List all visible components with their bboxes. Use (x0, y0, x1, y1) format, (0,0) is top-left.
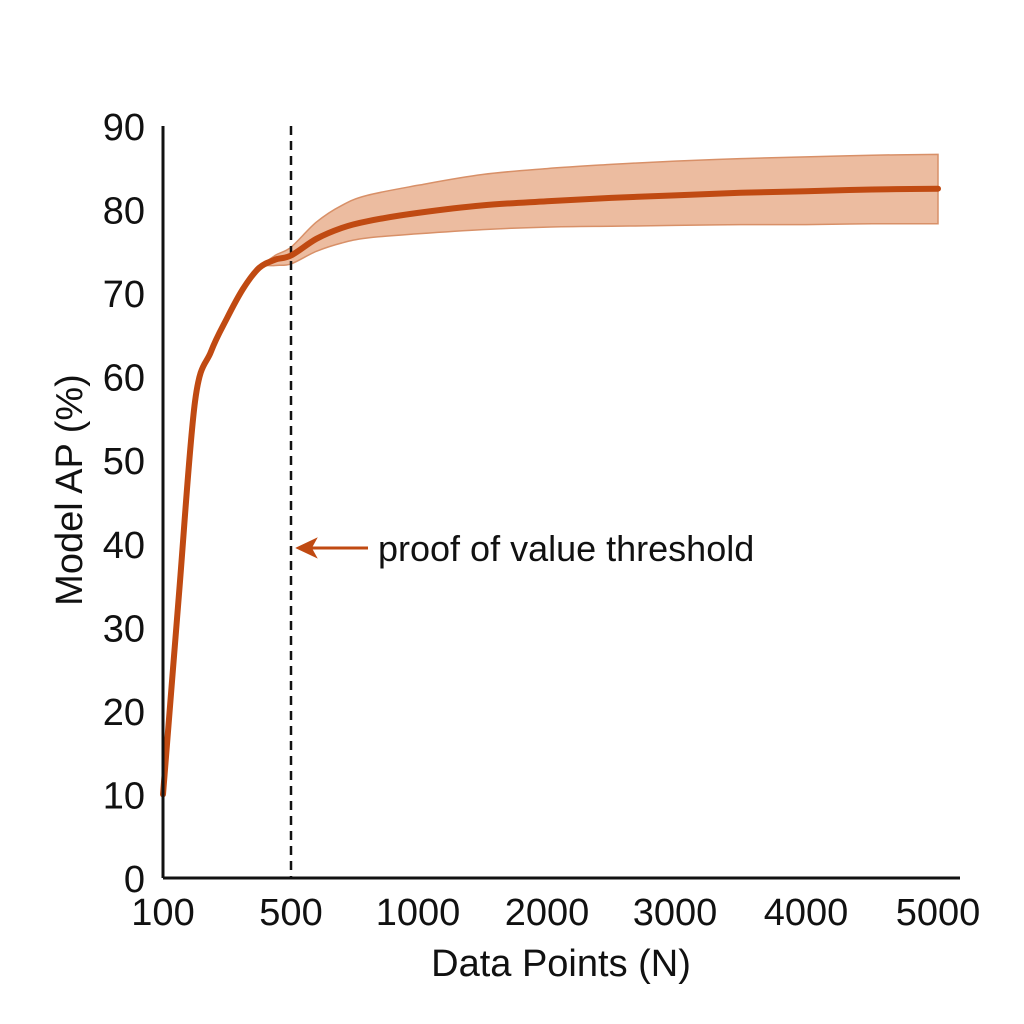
y-tick-label: 20 (103, 692, 145, 734)
y-tick-label: 30 (103, 608, 145, 650)
y-tick-label: 90 (103, 107, 145, 149)
y-tick-label: 40 (103, 525, 145, 567)
y-tick-label: 0 (124, 859, 145, 901)
y-tick-label: 50 (103, 441, 145, 483)
arrowhead-icon (295, 537, 318, 559)
series-line-layer (160, 185, 941, 798)
y-tick-label: 80 (103, 191, 145, 233)
axes-layer (161, 126, 960, 880)
x-axis-title: Data Points (N) (431, 943, 691, 985)
confidence-band (162, 153, 939, 795)
x-tick-label: 500 (259, 892, 322, 934)
axis-titles-layer: Data Points (N) Model AP (%) (49, 374, 691, 985)
y-axis-title: Model AP (%) (49, 374, 91, 606)
x-tick-label: 1000 (376, 892, 461, 934)
annotation-layer: proof of value threshold (295, 528, 754, 569)
x-tick-label: 4000 (764, 892, 849, 934)
y-tick-label: 60 (103, 358, 145, 400)
x-tick-label: 5000 (896, 892, 981, 934)
y-tick-label: 70 (103, 274, 145, 316)
series-line (160, 185, 941, 798)
x-tick-label: 100 (131, 892, 194, 934)
x-tick-label: 3000 (633, 892, 718, 934)
x-tick-label: 2000 (505, 892, 590, 934)
threshold-annotation-label: proof of value threshold (378, 528, 754, 569)
confidence-band-layer (162, 153, 939, 795)
tick-labels-layer: 0 10 20 30 40 50 60 70 80 90 100 500 1000 2000 3000 400… (103, 107, 981, 934)
y-tick-label: 10 (103, 775, 145, 817)
